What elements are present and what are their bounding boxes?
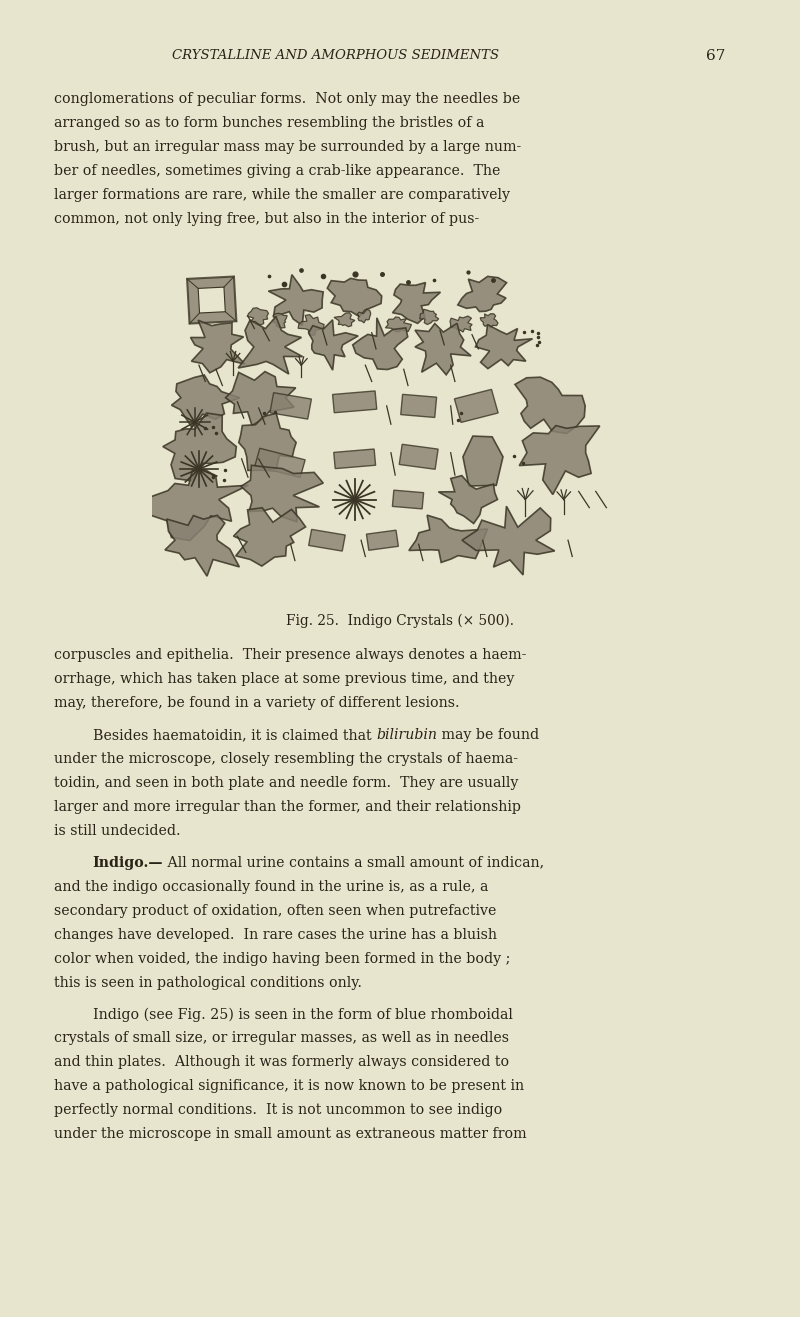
Polygon shape	[241, 465, 323, 522]
Polygon shape	[409, 515, 487, 562]
Polygon shape	[226, 371, 296, 425]
Polygon shape	[333, 391, 377, 412]
Polygon shape	[386, 317, 411, 332]
Polygon shape	[515, 377, 585, 433]
Polygon shape	[270, 392, 311, 419]
Polygon shape	[458, 277, 506, 312]
Text: crystals of small size, or irregular masses, as well as in needles: crystals of small size, or irregular mas…	[54, 1031, 510, 1046]
Text: arranged so as to form bunches resembling the bristles of a: arranged so as to form bunches resemblin…	[54, 116, 485, 130]
Polygon shape	[366, 531, 398, 551]
Polygon shape	[358, 309, 370, 323]
Text: under the microscope, closely resembling the crystals of haema-: under the microscope, closely resembling…	[54, 752, 518, 766]
Polygon shape	[309, 320, 358, 370]
Polygon shape	[399, 444, 438, 469]
Text: this is seen in pathological conditions only.: this is seen in pathological conditions …	[54, 976, 362, 989]
Polygon shape	[309, 529, 346, 551]
Polygon shape	[480, 313, 498, 328]
Polygon shape	[353, 317, 408, 370]
Text: Fig. 25.  Indigo Crystals (× 500).: Fig. 25. Indigo Crystals (× 500).	[286, 614, 514, 628]
Text: larger formations are rare, while the smaller are comparatively: larger formations are rare, while the sm…	[54, 188, 510, 202]
Text: conglomerations of peculiar forms.  Not only may the needles be: conglomerations of peculiar forms. Not o…	[54, 92, 521, 107]
Text: may be found: may be found	[437, 728, 539, 741]
Text: orrhage, which has taken place at some previous time, and they: orrhage, which has taken place at some p…	[54, 672, 514, 686]
Polygon shape	[165, 515, 239, 576]
Text: bilirubin: bilirubin	[376, 728, 437, 741]
Polygon shape	[190, 320, 245, 373]
Text: perfectly normal conditions.  It is not uncommon to see indigo: perfectly normal conditions. It is not u…	[54, 1104, 502, 1117]
Text: All normal urine contains a small amount of indican,: All normal urine contains a small amount…	[163, 856, 545, 869]
Polygon shape	[171, 375, 240, 428]
Polygon shape	[415, 324, 471, 375]
Polygon shape	[187, 277, 236, 324]
Polygon shape	[255, 448, 305, 478]
Polygon shape	[475, 324, 533, 369]
Text: may, therefore, be found in a variety of different lesions.: may, therefore, be found in a variety of…	[54, 697, 460, 710]
Text: common, not only lying free, but also in the interior of pus-: common, not only lying free, but also in…	[54, 212, 480, 227]
Polygon shape	[247, 308, 269, 325]
Text: changes have developed.  In rare cases the urine has a bluish: changes have developed. In rare cases th…	[54, 927, 498, 942]
Polygon shape	[143, 470, 248, 540]
Polygon shape	[393, 283, 441, 324]
Polygon shape	[268, 275, 323, 325]
Polygon shape	[401, 394, 437, 417]
Text: Besides haematoidin, it is claimed that: Besides haematoidin, it is claimed that	[93, 728, 376, 741]
Text: ber of needles, sometimes giving a crab-like appearance.  The: ber of needles, sometimes giving a crab-…	[54, 165, 501, 178]
Polygon shape	[450, 316, 472, 332]
Text: toidin, and seen in both plate and needle form.  They are usually: toidin, and seen in both plate and needl…	[54, 776, 518, 790]
Polygon shape	[392, 490, 424, 508]
Polygon shape	[298, 315, 324, 335]
Text: have a pathological significance, it is now known to be present in: have a pathological significance, it is …	[54, 1080, 525, 1093]
Polygon shape	[273, 313, 287, 328]
Polygon shape	[234, 508, 306, 566]
Polygon shape	[163, 414, 236, 481]
Polygon shape	[238, 414, 296, 471]
Text: larger and more irregular than the former, and their relationship: larger and more irregular than the forme…	[54, 799, 522, 814]
Polygon shape	[334, 449, 375, 469]
Text: is still undecided.: is still undecided.	[54, 824, 181, 838]
Polygon shape	[463, 436, 503, 486]
Text: corpuscles and epithelia.  Their presence always denotes a haem-: corpuscles and epithelia. Their presence…	[54, 648, 526, 662]
Text: color when voided, the indigo having been formed in the body ;: color when voided, the indigo having bee…	[54, 952, 510, 965]
Polygon shape	[462, 506, 554, 576]
Polygon shape	[519, 425, 600, 494]
Polygon shape	[420, 309, 438, 324]
Text: and thin plates.  Although it was formerly always considered to: and thin plates. Although it was formerl…	[54, 1055, 510, 1069]
Text: and the indigo occasionally found in the urine is, as a rule, a: and the indigo occasionally found in the…	[54, 880, 489, 894]
Polygon shape	[334, 312, 355, 327]
Polygon shape	[238, 316, 302, 374]
Text: under the microscope in small amount as extraneous matter from: under the microscope in small amount as …	[54, 1127, 527, 1142]
Text: Indigo.—: Indigo.—	[93, 856, 163, 869]
Text: CRYSTALLINE AND AMORPHOUS SEDIMENTS: CRYSTALLINE AND AMORPHOUS SEDIMENTS	[173, 49, 499, 62]
Polygon shape	[454, 390, 498, 423]
Text: secondary product of oxidation, often seen when putrefactive: secondary product of oxidation, often se…	[54, 903, 497, 918]
Polygon shape	[438, 475, 498, 523]
Text: Indigo (see Fig. 25) is seen in the form of blue rhomboidal: Indigo (see Fig. 25) is seen in the form…	[93, 1008, 513, 1022]
Text: brush, but an irregular mass may be surrounded by a large num-: brush, but an irregular mass may be surr…	[54, 140, 522, 154]
Text: 67: 67	[706, 49, 726, 63]
Polygon shape	[327, 278, 382, 316]
Polygon shape	[198, 287, 226, 313]
